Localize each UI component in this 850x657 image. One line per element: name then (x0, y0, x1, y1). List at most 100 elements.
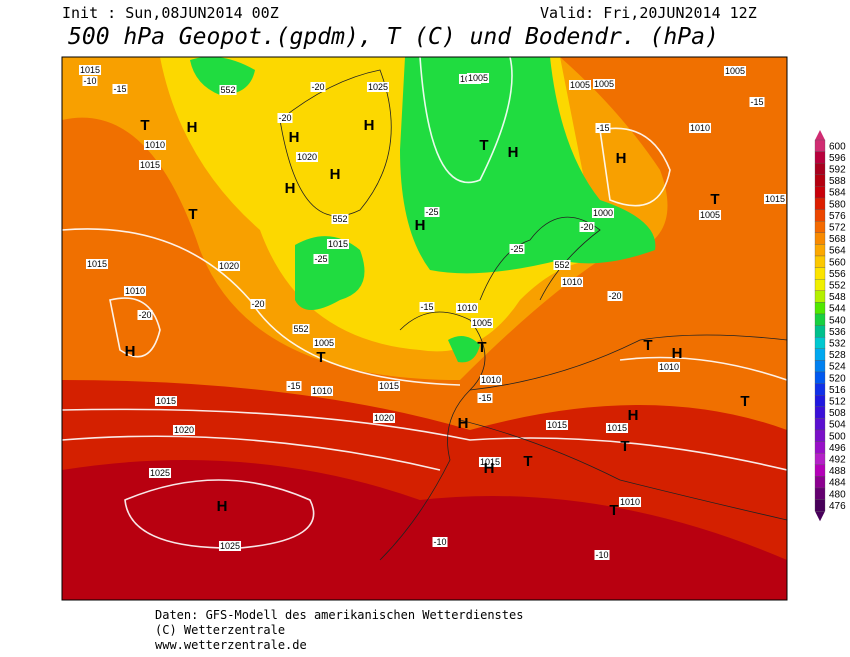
label-box (545, 420, 569, 430)
pressure-label: 1015 (607, 423, 627, 433)
pressure-label: 1010 (620, 497, 640, 507)
pressure-center: H (330, 166, 341, 183)
colorbar-label: 488 (829, 466, 846, 477)
pressure-label: 1005 (314, 338, 334, 348)
pressure-label: 1015 (379, 381, 399, 391)
colorbar-cap (815, 130, 825, 140)
label-box (553, 260, 571, 270)
green-region (400, 57, 656, 274)
coastline (459, 419, 787, 521)
colorbar-swatch (814, 139, 826, 152)
pressure-label: 1010 (145, 140, 165, 150)
pressure-label: -20 (251, 299, 264, 309)
pressure-label: -10 (595, 550, 608, 560)
label-box (424, 207, 440, 217)
pressure-center: H (125, 343, 136, 360)
footer-line: (C) Wetterzentrale (155, 623, 285, 637)
colorbar-label: 564 (829, 246, 846, 257)
pressure-label: -10 (83, 76, 96, 86)
pressure-center: T (140, 117, 149, 134)
title: 500 hPa Geopot.(gpdm), T (C) und Bodendr… (68, 24, 719, 50)
label-box (579, 222, 595, 232)
pressure-label: 1020 (297, 152, 317, 162)
label-box (292, 324, 310, 334)
label-box (137, 310, 153, 320)
label-box (310, 82, 326, 92)
pressure-label: -20 (580, 222, 593, 232)
colorbar-label: 580 (829, 199, 846, 210)
pressure-label: 1005 (700, 210, 720, 220)
pressure-center: H (458, 415, 469, 432)
label-box (466, 73, 490, 83)
label-box (138, 160, 162, 170)
pressure-center: H (415, 217, 426, 234)
colorbar-label: 528 (829, 350, 846, 361)
label-box (763, 194, 787, 204)
colorbar-label: 540 (829, 315, 846, 326)
pressure-label: 1020 (219, 261, 239, 271)
pressure-label: 1005 (570, 80, 590, 90)
label-box (82, 76, 98, 86)
colorbar-label: 596 (829, 153, 846, 164)
colorbar-label: 552 (829, 281, 846, 292)
label-box (377, 381, 401, 391)
pressure-label: 1020 (374, 413, 394, 423)
colorbar-label: 492 (829, 455, 846, 466)
pressure-center: H (289, 129, 300, 146)
pressure-label: 1015 (480, 457, 500, 467)
label-box (217, 261, 241, 271)
pressure-center: T (523, 453, 532, 470)
pressure-center: H (508, 144, 519, 161)
coastline (279, 69, 392, 217)
colorbar-swatch (814, 499, 826, 512)
colorbar-swatch (814, 406, 826, 419)
label-box (509, 244, 525, 254)
pressure-label: -15 (596, 123, 609, 133)
coastline (469, 334, 787, 391)
label-box (470, 318, 494, 328)
colorbar-label: 480 (829, 489, 846, 500)
pressure-label: 1025 (220, 541, 240, 551)
pressure-label: -15 (420, 302, 433, 312)
pressure-label: 1010 (659, 362, 679, 372)
colorbar-label: 560 (829, 257, 846, 268)
label-box (286, 381, 302, 391)
isobar (599, 127, 671, 207)
label-box (366, 82, 390, 92)
pressure-center: H (217, 498, 228, 515)
colorbar-swatch (814, 418, 826, 431)
colorbar-swatch (814, 151, 826, 164)
label-box (218, 541, 242, 551)
pressure-label: 1010 (481, 375, 501, 385)
colorbar-swatch (814, 221, 826, 233)
label-box (154, 396, 178, 406)
label-box (455, 303, 479, 313)
label-box (432, 537, 448, 547)
colorbar-cap (815, 511, 825, 522)
hot-region (62, 460, 787, 600)
colorbar-label: 516 (829, 385, 846, 396)
label-box (312, 338, 336, 348)
label-box (143, 140, 167, 150)
pressure-center: T (479, 137, 488, 154)
colorbar-swatch (814, 337, 826, 349)
pressure-label: -15 (478, 393, 491, 403)
label-box (618, 497, 642, 507)
pressure-center: H (616, 150, 627, 167)
pressure-label: 1000 (593, 208, 613, 218)
isobar (62, 408, 787, 471)
pressure-center: T (620, 438, 629, 455)
map: 1015-10-15552-201025100510051005-15-1510… (61, 56, 788, 601)
footer-line: www.wetterzentrale.de (155, 638, 307, 652)
pressure-center: T (188, 206, 197, 223)
label-box (595, 123, 611, 133)
label-box (372, 413, 396, 423)
colorbar-label: 524 (829, 362, 846, 373)
pressure-center: H (364, 117, 375, 134)
colorbar-label: 548 (829, 292, 846, 303)
colorbar-swatch (814, 279, 826, 291)
valid-text: Valid: Fri,20JUN2014 12Z (540, 4, 757, 22)
pressure-label: 1005 (594, 79, 614, 89)
pressure-label: 1010 (312, 386, 332, 396)
pressure-label: 1005 (468, 73, 488, 83)
